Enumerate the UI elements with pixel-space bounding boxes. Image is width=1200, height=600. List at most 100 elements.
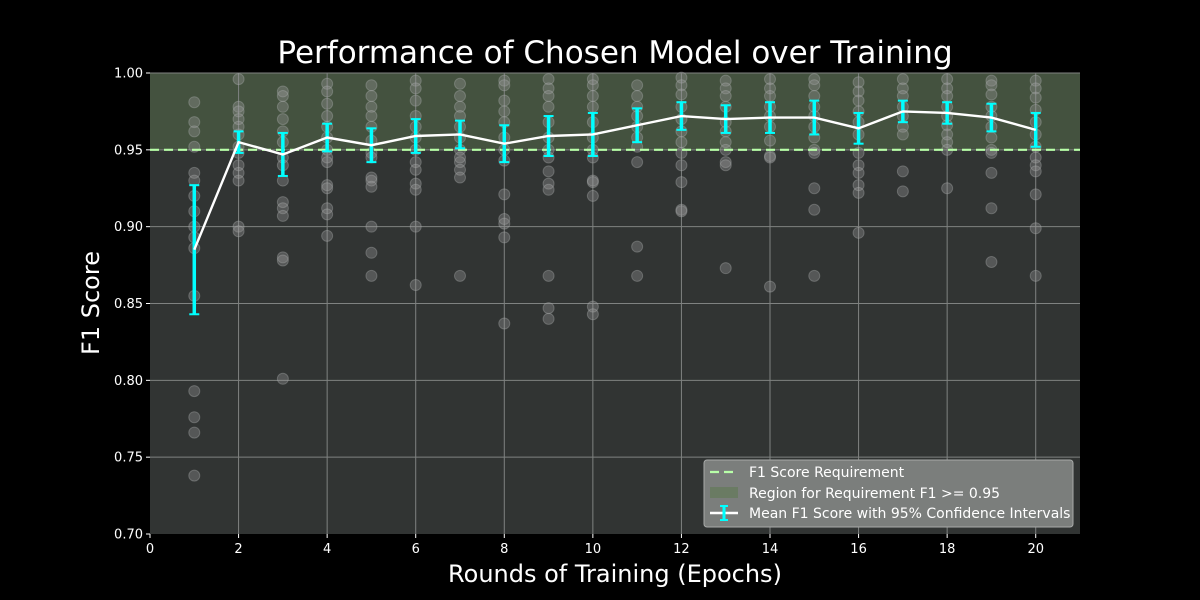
legend-box — [703, 459, 1074, 528]
trial-point — [985, 202, 998, 215]
trial-point — [409, 156, 422, 169]
trial-point — [321, 229, 334, 242]
trial-point — [321, 97, 334, 110]
trial-point — [321, 179, 334, 192]
trial-point — [498, 74, 511, 87]
legend-requirement-label: F1 Score Requirement — [749, 465, 905, 481]
trial-point — [985, 74, 998, 87]
trial-point — [454, 90, 466, 103]
x-tick-label: 6 — [412, 542, 420, 557]
trial-point — [321, 208, 334, 221]
trial-point — [631, 79, 644, 92]
trial-point — [719, 90, 732, 103]
chart-title: Performance of Chosen Model over Trainin… — [277, 35, 952, 71]
trial-point — [586, 174, 599, 187]
trial-point — [542, 302, 555, 315]
trial-point — [896, 73, 909, 86]
legend: F1 Score Requirement Region for Requirem… — [703, 459, 1074, 528]
trial-point — [542, 90, 555, 103]
trial-point — [454, 100, 466, 113]
trial-point — [276, 372, 289, 385]
trial-point — [365, 171, 378, 184]
trial-point — [985, 131, 998, 144]
trial-point — [542, 183, 555, 196]
y-tick-label: 0.80 — [114, 374, 143, 389]
trial-point — [232, 73, 245, 86]
trial-point — [852, 179, 865, 192]
trial-point — [719, 156, 732, 169]
trial-point — [276, 251, 289, 264]
trial-point — [764, 82, 776, 95]
trial-point — [188, 426, 201, 439]
trial-point — [985, 166, 998, 179]
trial-point — [365, 246, 378, 259]
x-axis-label: Rounds of Training (Epochs) — [448, 560, 782, 588]
trial-point — [586, 73, 599, 86]
trial-point — [719, 82, 732, 95]
trial-point — [1029, 74, 1042, 87]
trial-point — [941, 128, 954, 141]
trial-point — [454, 171, 466, 184]
y-ticks: 0.70 0.75 0.80 0.85 0.90 0.95 1.00 — [114, 67, 150, 543]
trial-point — [542, 269, 555, 282]
trial-point — [276, 100, 289, 113]
trial-point — [675, 88, 688, 101]
trial-point — [764, 73, 776, 86]
trial-point — [276, 113, 289, 126]
trial-point — [764, 90, 776, 103]
y-tick-label: 0.90 — [114, 220, 143, 235]
trial-point — [764, 280, 776, 293]
trial-point — [542, 82, 555, 95]
trial-point — [586, 100, 599, 113]
trial-point — [232, 220, 245, 233]
trial-point — [852, 85, 865, 98]
trial-point — [188, 125, 201, 138]
trial-point — [232, 113, 245, 126]
trial-point — [631, 240, 644, 253]
legend-region-label: Region for Requirement F1 >= 0.95 — [749, 486, 1000, 502]
trial-point — [1029, 151, 1042, 164]
y-tick-label: 0.75 — [114, 451, 143, 466]
trial-point — [542, 165, 555, 178]
x-ticks: 0 2 4 6 8 10 12 14 16 18 20 — [146, 534, 1044, 557]
trial-point — [985, 79, 998, 92]
trial-point — [498, 231, 511, 244]
trial-point — [985, 256, 998, 269]
trial-point — [232, 100, 245, 113]
trial-point — [808, 79, 821, 92]
trial-point — [498, 94, 511, 107]
trial-point — [276, 85, 289, 98]
trial-point — [276, 90, 289, 103]
trial-point — [321, 202, 334, 215]
trial-point — [409, 163, 422, 176]
trial-point — [276, 196, 289, 209]
trial-point — [675, 136, 688, 149]
trial-point — [1029, 159, 1042, 172]
x-tick-label: 12 — [673, 542, 690, 557]
trial-point — [896, 165, 909, 178]
trial-point — [365, 220, 378, 233]
trial-point — [365, 110, 378, 123]
y-tick-label: 0.95 — [114, 143, 143, 158]
trial-point — [498, 217, 511, 230]
trial-point — [232, 166, 245, 179]
trial-point — [321, 77, 334, 90]
trial-point — [276, 209, 289, 222]
trial-point — [941, 136, 954, 149]
trial-point — [808, 182, 821, 195]
trial-point — [852, 186, 865, 199]
x-tick-label: 20 — [1027, 542, 1044, 557]
trial-point — [321, 182, 334, 195]
trial-point — [808, 73, 821, 86]
trial-point — [188, 385, 201, 398]
y-tick-label: 0.85 — [114, 297, 143, 312]
x-tick-label: 0 — [146, 542, 154, 557]
trial-point — [719, 159, 732, 172]
trial-point — [896, 128, 909, 141]
trial-point — [719, 74, 732, 87]
trial-point — [675, 176, 688, 189]
trial-point — [409, 177, 422, 190]
trial-point — [365, 90, 378, 103]
trial-point — [232, 159, 245, 172]
